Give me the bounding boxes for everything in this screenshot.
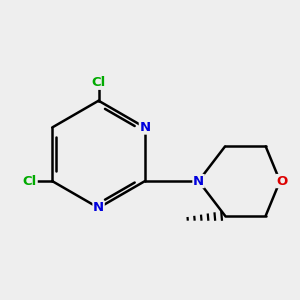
Text: Cl: Cl (92, 76, 106, 89)
Text: N: N (140, 121, 151, 134)
Text: N: N (93, 201, 104, 214)
Text: N: N (193, 175, 204, 188)
Text: O: O (276, 175, 287, 188)
Text: Cl: Cl (23, 175, 37, 188)
